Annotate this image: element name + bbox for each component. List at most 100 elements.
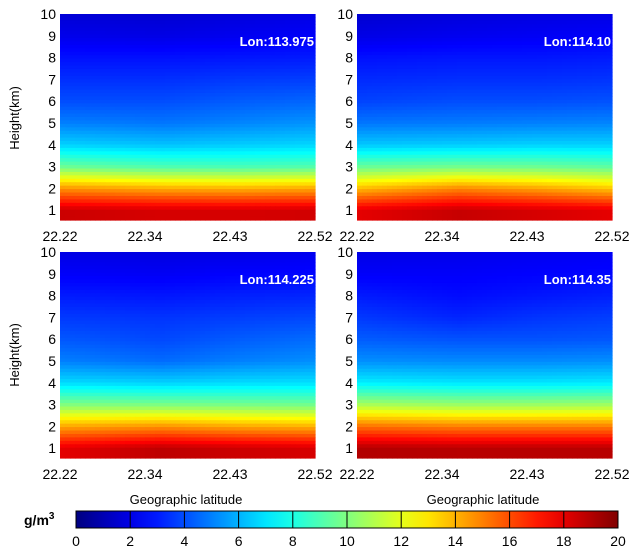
- heatmap-cell: [135, 24, 141, 29]
- heatmap-cell: [110, 192, 116, 197]
- heatmap-cell: [512, 24, 518, 29]
- heatmap-cell: [260, 192, 266, 197]
- heatmap-cell: [290, 178, 296, 183]
- heatmap-cell: [130, 31, 136, 36]
- heatmap-cell: [65, 20, 71, 25]
- heatmap-cell: [215, 31, 221, 36]
- heatmap-cell: [310, 147, 316, 152]
- heatmap-cell: [65, 185, 71, 190]
- heatmap-cell: [70, 48, 76, 53]
- heatmap-cell: [547, 79, 553, 84]
- heatmap-cell: [377, 31, 383, 36]
- heatmap-cell: [392, 130, 398, 135]
- heatmap-cell: [447, 130, 453, 135]
- heatmap-cell: [502, 82, 508, 87]
- heatmap-cell: [577, 51, 583, 56]
- heatmap-cell: [507, 72, 513, 77]
- heatmap-cell: [185, 189, 191, 194]
- heatmap-cell: [300, 171, 306, 176]
- heatmap-cell: [432, 86, 438, 91]
- heatmap-cell: [472, 123, 478, 128]
- heatmap-cell: [462, 99, 468, 104]
- heatmap-cell: [75, 175, 81, 180]
- heatmap-cell: [517, 82, 523, 87]
- heatmap-cell: [387, 120, 393, 125]
- heatmap-cell: [447, 48, 453, 53]
- heatmap-cell: [160, 79, 166, 84]
- heatmap-cell: [235, 38, 241, 43]
- heatmap-cell: [215, 144, 221, 149]
- heatmap-cell: [592, 14, 598, 19]
- heatmap-cell: [502, 75, 508, 80]
- heatmap-cell: [95, 65, 101, 70]
- heatmap-cell: [105, 171, 111, 176]
- heatmap-cell: [95, 20, 101, 25]
- heatmap-cell: [472, 44, 478, 49]
- heatmap-cell: [145, 209, 151, 214]
- heatmap-cell: [90, 151, 96, 156]
- heatmap-cell: [517, 92, 523, 97]
- heatmap-cell: [210, 213, 216, 218]
- heatmap-cell: [250, 137, 256, 142]
- heatmap-cell: [442, 120, 448, 125]
- heatmap-cell: [275, 38, 281, 43]
- heatmap-cell: [60, 154, 66, 159]
- heatmap-cell: [165, 144, 171, 149]
- heatmap-cell: [70, 161, 76, 166]
- heatmap-cell: [85, 65, 91, 70]
- heatmap-cell: [110, 130, 116, 135]
- heatmap-cell: [592, 120, 598, 125]
- heatmap-cell: [215, 58, 221, 63]
- heatmap-cell: [280, 161, 286, 166]
- heatmap-cell: [285, 147, 291, 152]
- heatmap-cell: [407, 41, 413, 46]
- heatmap-cell: [210, 130, 216, 135]
- heatmap-cell: [532, 106, 538, 111]
- heatmap-cell: [205, 96, 211, 101]
- heatmap-cell: [300, 41, 306, 46]
- heatmap-cell: [130, 55, 136, 60]
- heatmap-cell: [85, 175, 91, 180]
- heatmap-cell: [160, 48, 166, 53]
- heatmap-cell: [300, 65, 306, 70]
- heatmap-cell: [155, 165, 161, 170]
- heatmap-cell: [250, 103, 256, 108]
- heatmap-cell: [310, 182, 316, 187]
- heatmap-cell: [362, 79, 368, 84]
- heatmap-cell: [477, 79, 483, 84]
- heatmap-cell: [75, 24, 81, 29]
- heatmap-cell: [437, 14, 443, 19]
- heatmap-cell: [290, 51, 296, 56]
- heatmap-cell: [502, 137, 508, 142]
- heatmap-cell: [250, 110, 256, 115]
- heatmap-cell: [125, 55, 131, 60]
- heatmap-cell: [170, 171, 176, 176]
- heatmap-cell: [150, 62, 156, 67]
- heatmap-cell: [65, 41, 71, 46]
- heatmap-cell: [447, 89, 453, 94]
- heatmap-cell: [85, 144, 91, 149]
- heatmap-cell: [110, 44, 116, 49]
- heatmap-cell: [422, 48, 428, 53]
- heatmap-cell: [210, 38, 216, 43]
- heatmap-cell: [105, 92, 111, 97]
- heatmap-cell: [577, 92, 583, 97]
- heatmap-cell: [270, 123, 276, 128]
- heatmap-cell: [427, 55, 433, 60]
- heatmap-cell: [245, 161, 251, 166]
- heatmap-cell: [185, 206, 191, 211]
- heatmap-cell: [522, 20, 528, 25]
- heatmap-cell: [225, 62, 231, 67]
- heatmap-cell: [492, 130, 498, 135]
- heatmap-cell: [310, 86, 316, 91]
- heatmap-cell: [300, 75, 306, 80]
- heatmap-cell: [572, 130, 578, 135]
- heatmap-cell: [170, 144, 176, 149]
- heatmap-cell: [587, 137, 593, 142]
- heatmap-cell: [537, 55, 543, 60]
- heatmap-cell: [422, 89, 428, 94]
- heatmap-cell: [105, 44, 111, 49]
- heatmap-cell: [295, 62, 301, 67]
- heatmap-cell: [170, 38, 176, 43]
- heatmap-cell: [260, 106, 266, 111]
